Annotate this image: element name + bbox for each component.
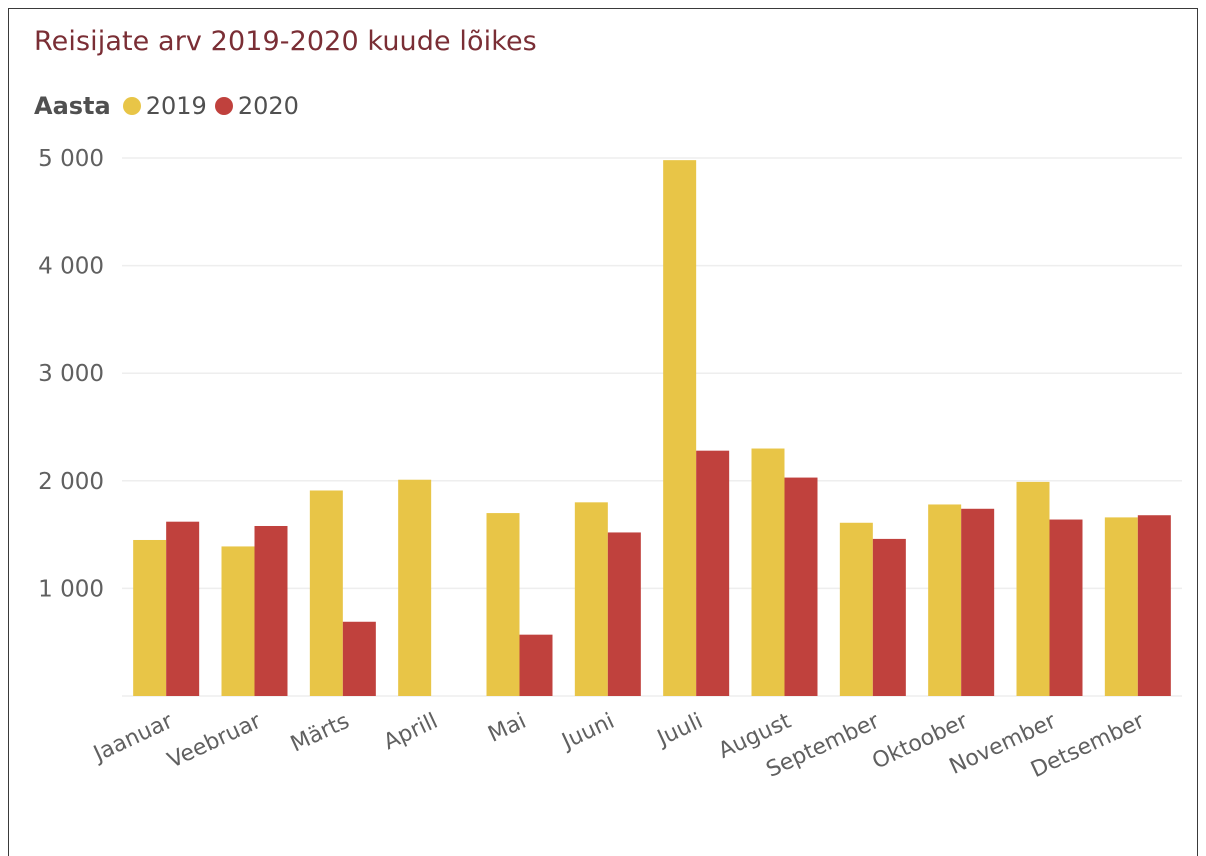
bar-2019 (486, 513, 520, 696)
x-tick-label: Märts (287, 709, 353, 758)
legend-label-2019: 2019 (145, 92, 207, 120)
bar-2019 (1104, 517, 1138, 696)
bar-2020 (166, 521, 200, 696)
bar-2019 (663, 160, 697, 697)
bar-2019 (133, 539, 167, 696)
chart-title: Reisijate arv 2019-2020 kuude lõikes (34, 26, 537, 57)
x-tick-label: Juuli (652, 709, 707, 752)
y-tick-label: 1 000 (38, 576, 104, 602)
bar-2019 (221, 546, 255, 696)
bar-2020 (342, 621, 376, 696)
bar-2020 (1137, 515, 1171, 696)
chart-legend: Aasta 2019 2020 (34, 90, 307, 122)
x-tick-label: Veebruar (164, 708, 266, 773)
legend-marker-2019 (122, 97, 141, 115)
bar-2019 (574, 502, 608, 696)
bar-2020 (872, 538, 906, 696)
bar-2019 (398, 479, 432, 696)
bar-2020 (961, 508, 995, 696)
bar-2019 (309, 490, 343, 696)
x-tick-label: Mai (485, 709, 531, 748)
legend-title: Aasta (34, 92, 111, 120)
bar-2020 (1049, 519, 1083, 696)
y-tick-label: 3 000 (38, 361, 104, 387)
legend-item-2020[interactable]: 2020 (214, 92, 299, 120)
bar-2019 (1016, 481, 1050, 696)
x-tick-label: Juuni (557, 709, 619, 756)
y-tick-label: 4 000 (38, 254, 104, 280)
bar-2020 (784, 477, 818, 696)
legend-item-2019[interactable]: 2019 (122, 92, 207, 120)
chart-frame (8, 8, 1198, 856)
x-tick-label: Jaanuar (88, 708, 177, 767)
bar-2019 (751, 448, 785, 696)
bar-2020 (696, 450, 730, 696)
y-tick-label: 5 000 (38, 146, 104, 172)
bar-2019 (928, 504, 962, 696)
bar-2019 (839, 522, 873, 696)
bar-2020 (519, 634, 553, 696)
x-tick-label: Aprill (380, 709, 442, 755)
legend-label-2020: 2020 (237, 92, 299, 120)
bar-2020 (607, 532, 641, 696)
y-tick-label: 2 000 (38, 469, 104, 495)
bar-2020 (254, 525, 288, 696)
legend-marker-2020 (214, 97, 233, 115)
